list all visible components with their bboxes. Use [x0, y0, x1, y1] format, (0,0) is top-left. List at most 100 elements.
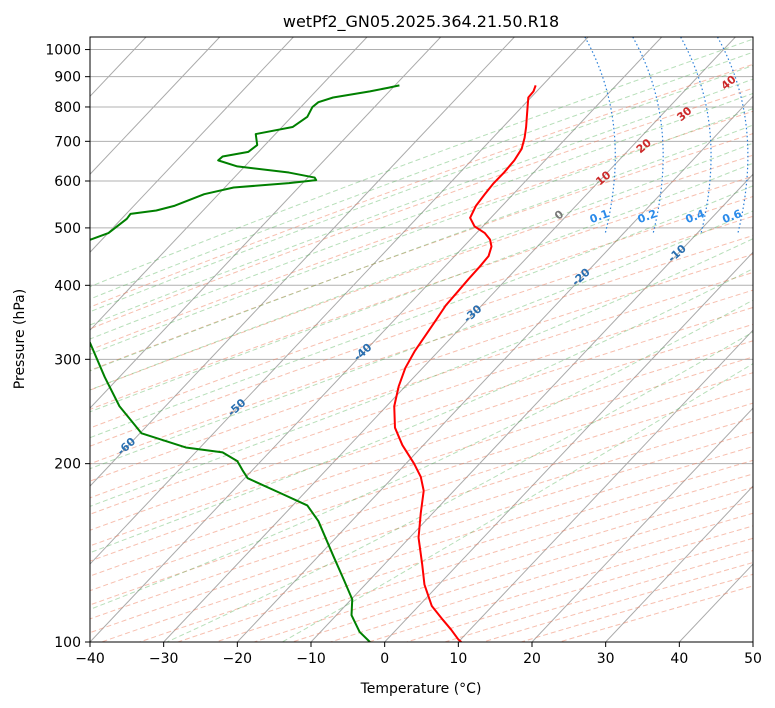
- isotherm-line: [90, 37, 442, 409]
- moist-adiabat-line: [90, 51, 753, 300]
- dry-adiabat-line: [90, 306, 753, 531]
- moist-adiabat-line: [90, 64, 753, 313]
- dry-adiabat-label: 40: [719, 73, 739, 93]
- isotherm-label: -70: [0, 488, 15, 511]
- isobar-grid: [90, 49, 753, 642]
- moist-adiabat-line: [281, 363, 753, 642]
- isotherm-line: [752, 641, 753, 642]
- y-tick-label: 400: [54, 278, 81, 294]
- dry-adiabat-line: [177, 459, 753, 642]
- mixing-ratio-line: [632, 37, 664, 234]
- dry-adiabat-line: [559, 585, 753, 642]
- x-tick-label: 0: [380, 651, 389, 667]
- plot-frame: [89, 36, 754, 643]
- isotherm-line: [531, 407, 753, 642]
- isotherm-line: [678, 563, 753, 642]
- y-tick-label: 300: [54, 352, 81, 368]
- y-axis-title: Pressure (hPa): [12, 289, 28, 389]
- isotherm-line: [163, 37, 736, 642]
- mixing-ratio-lines: [584, 37, 775, 234]
- dry-adiabat-line: [90, 340, 753, 562]
- dry-adiabat-line: [90, 271, 753, 499]
- moist-adiabat-line: [90, 238, 753, 507]
- profile-series: [90, 84, 537, 642]
- dry-adiabat-line: [90, 253, 753, 482]
- plot-area: 0.10.20.40.611.52346810131620253036-100-…: [0, 37, 775, 642]
- x-tick-label: 50: [744, 651, 762, 667]
- dry-adiabat-line: [90, 234, 753, 465]
- y-axis-ticks: 100 200 300 400 500 600 700 800 900 1000: [45, 43, 90, 651]
- temperature-profile-line: [393, 85, 537, 642]
- isotherm-line: [90, 37, 589, 565]
- dry-adiabat-lines: [90, 63, 753, 642]
- isotherm-line: [90, 37, 294, 253]
- y-tick-label: 100: [54, 635, 81, 651]
- dry-adiabat-line: [521, 573, 753, 642]
- mixing-ratio-line: [680, 37, 712, 234]
- dry-adiabat-line: [406, 537, 753, 642]
- isotherm-line: [90, 37, 368, 331]
- x-tick-label: −40: [75, 651, 105, 667]
- dry-adiabat-line: [368, 525, 753, 642]
- moist-adiabat-line: [90, 162, 753, 413]
- mixing-ratio-label: 1: [763, 209, 775, 224]
- mixing-ratio-line: [716, 37, 749, 234]
- moist-adiabat-line: [90, 124, 753, 372]
- dry-adiabat-line: [90, 289, 753, 515]
- mixing-ratio-label: 0.6: [721, 207, 744, 226]
- dry-adiabat-label: 10: [593, 168, 613, 188]
- mixing-ratio-line: [754, 37, 775, 233]
- dry-adiabat-label: 0: [552, 207, 566, 222]
- dry-adiabat-label: 20: [634, 136, 654, 156]
- mixing-ratio-label: 0.2: [636, 207, 659, 226]
- moist-adiabat-lines: [90, 38, 753, 642]
- moist-adiabat-line: [90, 268, 753, 554]
- x-axis-ticks: −40 −30 −20 −10 0 10 20 30 40 50: [75, 642, 762, 667]
- y-tick-label: 1000: [45, 43, 81, 59]
- isotherm-line: [605, 485, 753, 642]
- y-tick-label: 800: [54, 100, 81, 116]
- y-tick-label: 500: [54, 221, 81, 237]
- y-tick-label: 900: [54, 70, 81, 86]
- isotherm-line: [90, 37, 663, 642]
- dry-adiabat-line: [90, 195, 753, 429]
- mixing-ratio-line: [584, 37, 616, 234]
- y-tick-label: 600: [54, 174, 81, 190]
- x-tick-label: −30: [149, 651, 179, 667]
- isopleth-labels: 0.10.20.40.611.52346810131620253036-100-…: [0, 73, 775, 511]
- dry-adiabat-line: [444, 550, 753, 642]
- dry-adiabat-line: [90, 175, 753, 410]
- y-tick-label: 200: [54, 457, 81, 473]
- dry-adiabat-line: [90, 402, 753, 620]
- dry-adiabat-line: [90, 154, 753, 391]
- x-tick-label: −20: [223, 651, 253, 667]
- isotherm-line: [90, 37, 221, 176]
- dry-adiabat-line: [90, 387, 753, 606]
- dry-adiabat-line: [90, 133, 753, 371]
- x-tick-label: 40: [670, 651, 688, 667]
- dry-adiabat-line: [90, 215, 753, 447]
- y-tick-label: 700: [54, 134, 81, 150]
- mixing-ratio-label: 0.4: [684, 207, 707, 226]
- moist-adiabat-line: [90, 185, 753, 439]
- dry-adiabat-line: [90, 372, 753, 592]
- isotherm-line: [310, 173, 753, 642]
- dry-adiabat-line: [90, 323, 753, 547]
- x-tick-label: −10: [296, 651, 326, 667]
- moist-adiabat-line: [90, 38, 753, 288]
- isotherm-line: [236, 95, 753, 642]
- moist-adiabat-line: [90, 210, 753, 470]
- moist-adiabat-line: [90, 92, 753, 340]
- x-tick-label: 10: [449, 651, 467, 667]
- dry-adiabat-line: [90, 110, 753, 351]
- isotherm-line: [90, 37, 515, 487]
- dry-adiabat-line: [90, 63, 753, 308]
- dry-adiabat-line: [90, 356, 753, 577]
- x-tick-label: 30: [597, 651, 615, 667]
- x-axis-title: Temperature (°C): [360, 681, 482, 697]
- isotherm-line: [457, 329, 753, 642]
- mixing-ratio-label: 0.1: [588, 207, 611, 226]
- skewed-isotherm-grid: [90, 37, 753, 642]
- chart-title: wetPf2_GN05.2025.364.21.50.R18: [283, 12, 559, 32]
